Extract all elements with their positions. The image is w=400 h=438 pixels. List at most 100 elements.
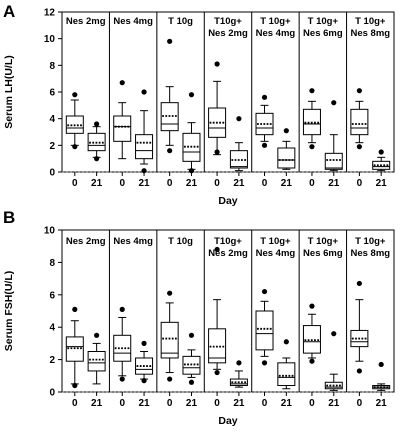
outlier-point <box>188 92 195 98</box>
outlier-point <box>141 340 147 346</box>
y-tick-label: 12 <box>44 8 56 19</box>
outlier-point <box>72 306 78 312</box>
box <box>160 321 179 359</box>
group-label: T 10g+ <box>260 236 291 247</box>
outlier-point <box>188 168 195 174</box>
outlier-point <box>356 280 362 287</box>
x-tick-label: 0 <box>214 178 220 189</box>
x-tick-label: 21 <box>186 398 198 409</box>
y-axis-title: Serum LH(U/L) <box>3 55 15 129</box>
chart-panel-a: A Serum LH(U/L) 0 2 4 6 8 10 12 Nes 2mg 0 21 Nes 4mg… <box>3 2 395 207</box>
group-label: Nes 4mg <box>113 236 153 247</box>
x-tick-label: 21 <box>328 398 340 409</box>
y-tick-label: 8 <box>49 258 55 269</box>
outlier-point <box>261 360 268 366</box>
group-label: T 10g+ <box>260 16 291 27</box>
x-tick-label: 0 <box>167 178 173 189</box>
x-tick-label: 21 <box>233 178 245 189</box>
box <box>324 152 343 170</box>
box <box>277 147 296 169</box>
plot-frame <box>61 229 395 393</box>
outlier-point <box>236 116 242 122</box>
group-label: Nes 4mg <box>256 28 296 39</box>
x-tick-label: 0 <box>167 398 173 409</box>
box <box>87 351 106 372</box>
outlier-point <box>188 332 195 338</box>
y-tick-label: 4 <box>49 114 55 125</box>
group-label: T10g+ <box>214 236 242 247</box>
x-tick-label: 21 <box>376 398 388 409</box>
outlier-point <box>378 361 384 368</box>
box <box>255 310 274 351</box>
outlier-point <box>119 80 125 86</box>
x-axis-title: Day <box>218 415 237 427</box>
x-tick-label: 21 <box>91 178 103 189</box>
outlier-point <box>72 92 78 98</box>
outlier-point <box>188 379 195 385</box>
outlier-point <box>167 148 173 154</box>
outlier-point <box>214 246 220 253</box>
outlier-point <box>119 306 125 312</box>
group-label: Nes 2mg <box>66 16 106 27</box>
outlier-point <box>167 290 173 296</box>
y-tick-label: 0 <box>49 388 55 399</box>
outlier-point <box>141 89 147 95</box>
group-label: T 10g <box>168 236 193 247</box>
chart-panel-b: B Serum FSH(U/L) 0 2 4 6 8 10 Nes 2mg 0 21 Nes 4mg 0… <box>3 208 395 427</box>
outlier-point <box>356 368 362 374</box>
group-label: Nes 2mg <box>66 236 106 247</box>
x-tick-label: 21 <box>138 178 150 189</box>
x-tick-label: 0 <box>357 178 363 189</box>
panel-letter: A <box>3 2 15 21</box>
outlier-point <box>141 378 147 384</box>
outlier-point <box>72 382 78 389</box>
group-label: T 10g+ <box>308 236 339 247</box>
y-tick-label: 8 <box>49 61 55 72</box>
x-tick-label: 0 <box>214 398 220 409</box>
group-label: T 10g+ <box>355 236 386 247</box>
x-tick-label: 0 <box>119 398 125 409</box>
outlier-point <box>214 149 220 155</box>
x-tick-label: 0 <box>262 398 268 409</box>
group-label: T10g+ <box>214 16 242 27</box>
x-tick-label: 0 <box>72 398 78 409</box>
outlier-point <box>236 360 242 366</box>
box <box>277 362 296 387</box>
x-tick-label: 21 <box>186 178 198 189</box>
y-tick-label: 10 <box>44 226 56 237</box>
x-tick-label: 0 <box>357 398 363 409</box>
group-label: Nes 8mg <box>350 248 390 259</box>
box <box>350 108 369 136</box>
y-tick-label: 2 <box>49 141 55 152</box>
x-tick-label: 21 <box>233 398 245 409</box>
x-tick-label: 21 <box>376 178 388 189</box>
x-tick-label: 21 <box>281 178 293 189</box>
outlier-point <box>72 144 78 150</box>
outlier-point <box>261 94 268 100</box>
outlier-point <box>94 121 100 127</box>
outlier-point <box>331 100 337 106</box>
y-tick-label: 2 <box>49 355 55 366</box>
group-label: Nes 8mg <box>350 28 390 39</box>
x-tick-label: 21 <box>91 398 103 409</box>
x-tick-label: 21 <box>281 398 293 409</box>
outlier-point <box>309 88 315 94</box>
x-tick-label: 0 <box>262 178 268 189</box>
y-tick-label: 4 <box>49 323 55 334</box>
outlier-point <box>141 168 147 174</box>
x-axis-title: Day <box>218 195 237 207</box>
outlier-point <box>309 303 315 309</box>
box <box>113 115 132 142</box>
outlier-point <box>331 331 337 337</box>
group-label: T 10g <box>168 16 193 27</box>
y-tick-label: 10 <box>44 34 56 45</box>
outlier-point <box>378 149 384 155</box>
outlier-point <box>309 358 315 364</box>
outlier-point <box>356 88 362 94</box>
group-label: Nes 4mg <box>256 248 296 259</box>
x-tick-label: 0 <box>309 398 315 409</box>
x-tick-label: 0 <box>72 178 78 189</box>
panel-letter: B <box>3 208 15 227</box>
y-tick-label: 6 <box>49 290 55 301</box>
